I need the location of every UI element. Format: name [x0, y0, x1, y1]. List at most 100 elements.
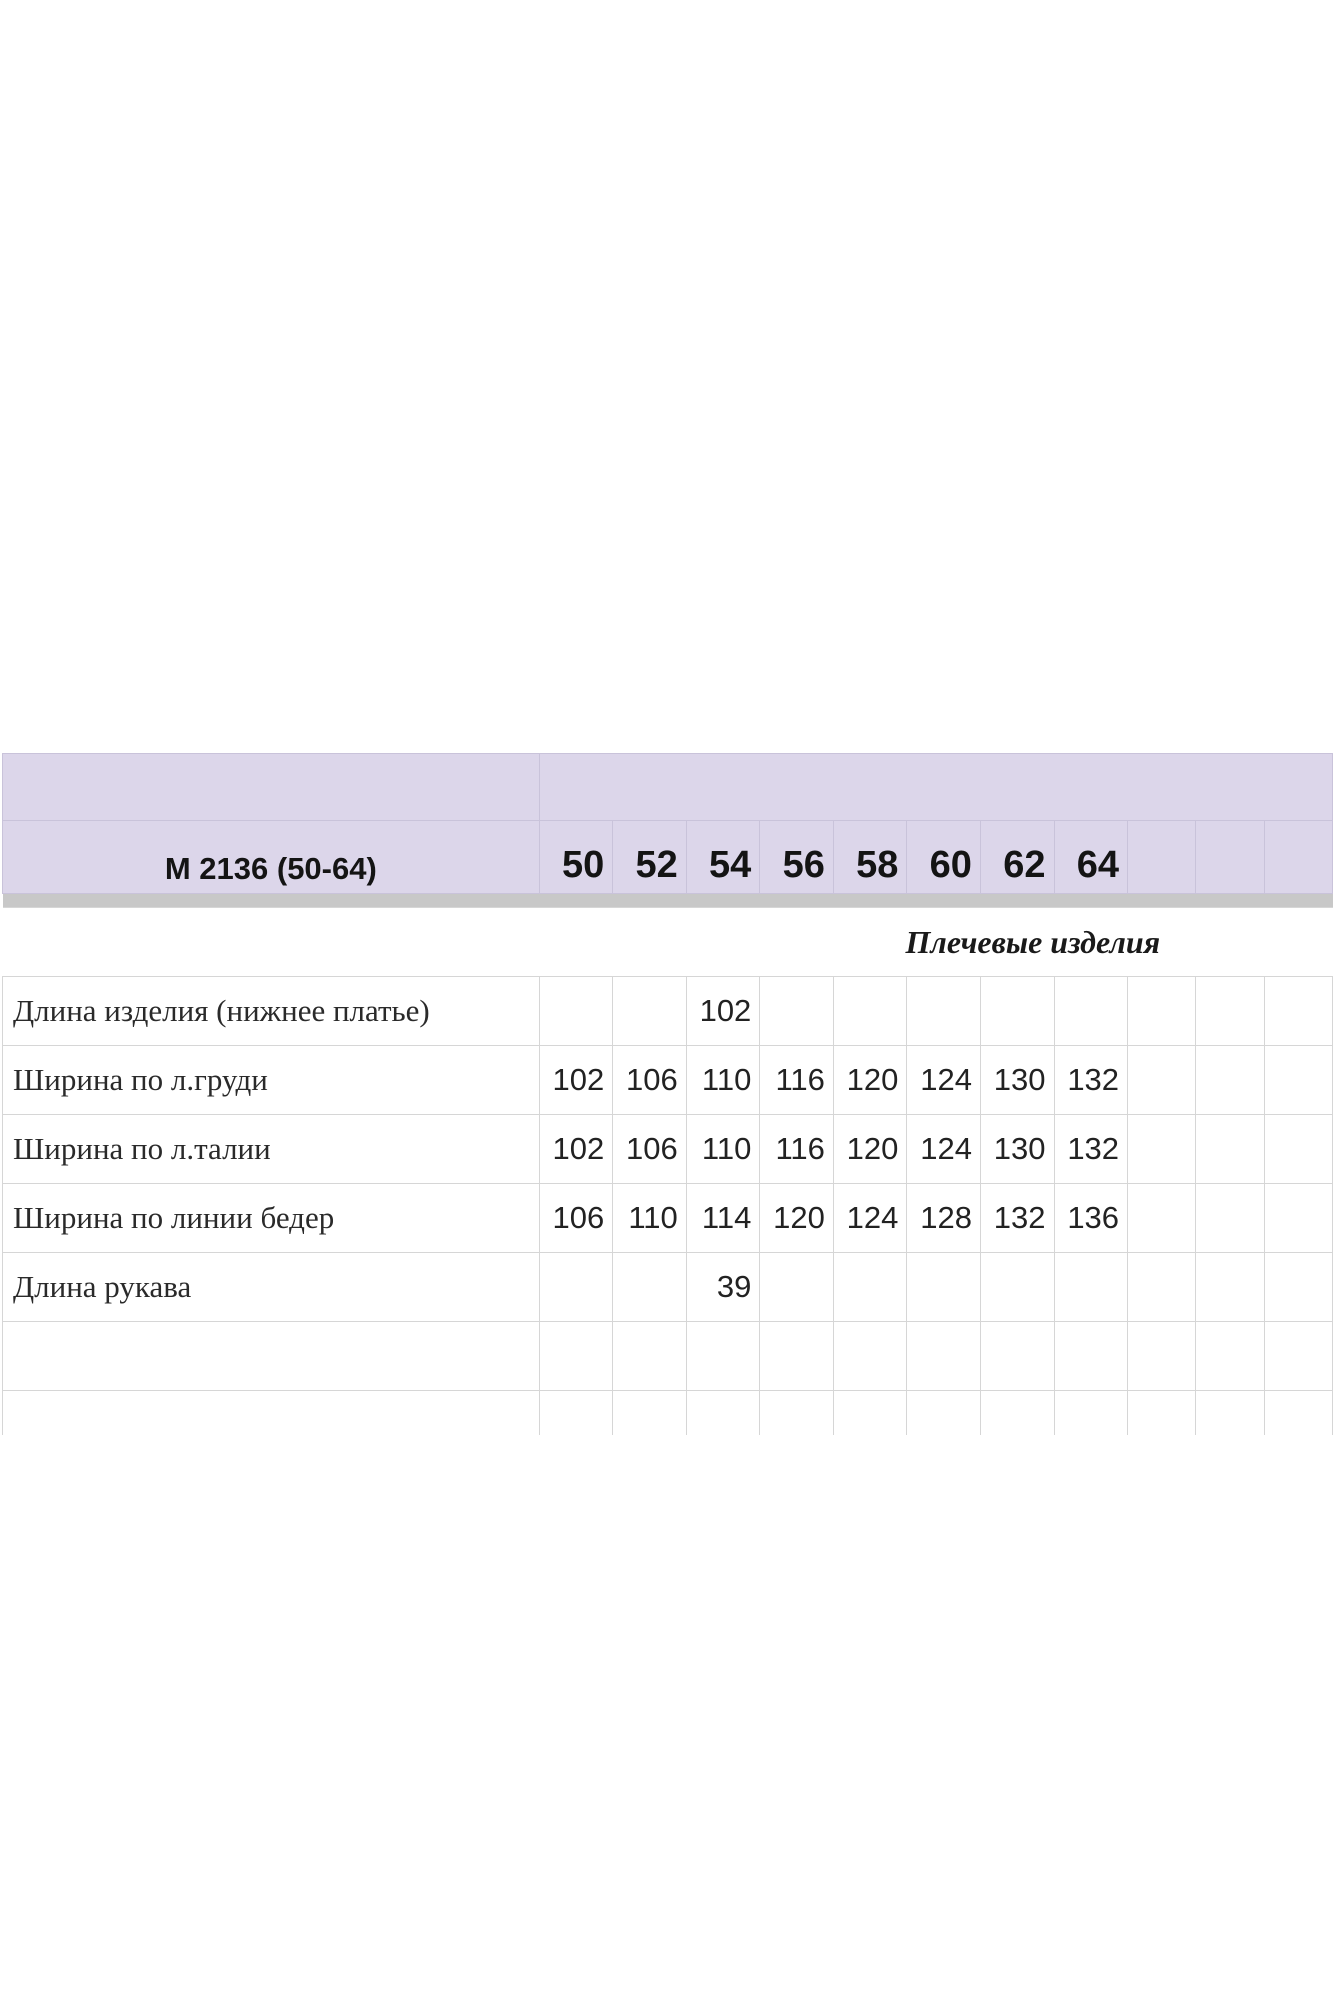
table-cell: 132	[1053, 1114, 1129, 1184]
table-cell	[1263, 1114, 1333, 1184]
table-cell	[538, 1390, 614, 1435]
table-cell: 128	[906, 1183, 981, 1253]
size-header-52: 52	[612, 820, 687, 894]
table-cell: 132	[979, 1183, 1055, 1253]
table-cell	[685, 1390, 761, 1435]
table-cell	[1127, 1183, 1197, 1253]
row-label: Ширина по л.груди	[2, 1045, 540, 1115]
size-header-64: 64	[1053, 820, 1129, 894]
table-cell	[759, 976, 834, 1046]
table-cell	[759, 1390, 834, 1435]
table-cell: 39	[685, 1252, 761, 1322]
table-cell: 120	[832, 1045, 908, 1115]
size-header-54: 54	[685, 820, 761, 894]
table-cell: 110	[685, 1114, 761, 1184]
size-header-empty	[1195, 820, 1265, 894]
row-label	[2, 1321, 540, 1391]
table-cell: 116	[759, 1114, 834, 1184]
size-chart-table: M 2136 (50-64) 50 52 54 56 58 60 62 64 Плечевые и…	[2, 753, 1333, 1435]
table-cell	[979, 1252, 1055, 1322]
table-cell	[1053, 1390, 1129, 1435]
table-cell	[906, 1252, 981, 1322]
table-cell	[832, 1321, 908, 1391]
table-cell: 130	[979, 1045, 1055, 1115]
table-cell	[759, 1321, 834, 1391]
table-cell	[538, 1252, 614, 1322]
table-cell: 102	[538, 1114, 614, 1184]
table-row: Длина рукава 39	[2, 1252, 1333, 1322]
table-cell: 102	[685, 976, 761, 1046]
table-cell	[906, 1390, 981, 1435]
table-cell: 124	[906, 1045, 981, 1115]
table-cell: 106	[538, 1183, 614, 1253]
table-cell: 102	[538, 1045, 614, 1115]
row-label	[2, 1390, 540, 1435]
size-header-empty	[1263, 820, 1333, 894]
table-cell	[612, 1252, 687, 1322]
size-table: M 2136 (50-64) 50 52 54 56 58 60 62 64 Плечевые и…	[2, 753, 1333, 1435]
table-cell	[1195, 1321, 1265, 1391]
model-label: M 2136 (50-64)	[2, 820, 540, 894]
table-cell	[1263, 1045, 1333, 1115]
size-header-empty	[1127, 820, 1197, 894]
table-cell	[685, 1321, 761, 1391]
size-header-62: 62	[979, 820, 1055, 894]
table-cell	[612, 1390, 687, 1435]
size-header-58: 58	[832, 820, 908, 894]
table-cell: 116	[759, 1045, 834, 1115]
size-header-60: 60	[906, 820, 981, 894]
table-cell	[1263, 1390, 1333, 1435]
table-cell	[1127, 1252, 1197, 1322]
header-row-sizes: M 2136 (50-64) 50 52 54 56 58 60 62 64	[2, 820, 1333, 894]
table-cell: 114	[685, 1183, 761, 1253]
row-label: Длина рукава	[2, 1252, 540, 1322]
table-cell	[1263, 1183, 1333, 1253]
table-cell	[979, 1390, 1055, 1435]
table-cell	[979, 1321, 1055, 1391]
table-cell	[1195, 1252, 1265, 1322]
size-header-50: 50	[538, 820, 614, 894]
section-cell: Плечевые изделия	[2, 907, 1333, 977]
section-title: Плечевые изделия	[905, 923, 1161, 960]
row-label: Длина изделия (нижнее платье)	[2, 976, 540, 1046]
header-row-top	[2, 753, 1333, 821]
table-cell	[612, 976, 687, 1046]
table-row: Ширина по линии бедер 106 110 114 120 124 128 1…	[2, 1183, 1333, 1253]
table-cell	[832, 1390, 908, 1435]
table-cell: 130	[979, 1114, 1055, 1184]
table-cell	[906, 1321, 981, 1391]
table-cell	[612, 1321, 687, 1391]
table-row: Длина изделия (нижнее платье) 102	[2, 976, 1333, 1046]
table-cell	[979, 976, 1055, 1046]
header-cell	[2, 753, 540, 821]
table-cell	[1127, 1114, 1197, 1184]
separator	[2, 893, 1333, 908]
table-cell	[1127, 1321, 1197, 1391]
table-cell	[1195, 1390, 1265, 1435]
table-cell: 124	[906, 1114, 981, 1184]
table-row	[2, 1390, 1333, 1435]
table-cell	[759, 1252, 834, 1322]
table-cell	[1053, 976, 1129, 1046]
header-cell	[538, 753, 1333, 821]
section-row: Плечевые изделия	[2, 907, 1333, 977]
table-cell: 106	[612, 1114, 687, 1184]
table-cell	[1195, 1183, 1265, 1253]
table-cell	[832, 1252, 908, 1322]
table-cell	[1263, 1321, 1333, 1391]
table-cell	[1195, 1114, 1265, 1184]
table-cell	[1195, 1045, 1265, 1115]
table-cell: 110	[612, 1183, 687, 1253]
table-cell: 106	[612, 1045, 687, 1115]
table-cell	[1127, 1045, 1197, 1115]
table-cell	[1053, 1321, 1129, 1391]
table-cell	[1127, 976, 1197, 1046]
table-cell	[1127, 1390, 1197, 1435]
row-label: Ширина по линии бедер	[2, 1183, 540, 1253]
table-cell	[832, 976, 908, 1046]
table-row	[2, 1321, 1333, 1391]
table-cell	[1263, 976, 1333, 1046]
table-cell	[1053, 1252, 1129, 1322]
table-row: Ширина по л.груди 102 106 110 116 120 124 130 13…	[2, 1045, 1333, 1115]
table-cell	[538, 976, 614, 1046]
